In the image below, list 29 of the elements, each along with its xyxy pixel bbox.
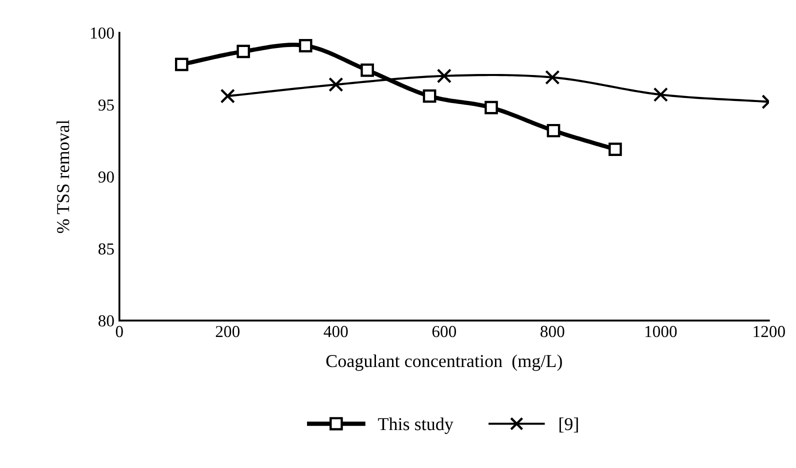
x-tick-label: 600 bbox=[432, 326, 456, 338]
point bbox=[174, 58, 188, 72]
point bbox=[608, 142, 622, 156]
point bbox=[546, 124, 560, 138]
point bbox=[422, 89, 436, 103]
x-tick-label: 200 bbox=[216, 326, 240, 338]
point bbox=[436, 68, 452, 84]
x-tick-label: 1200 bbox=[754, 326, 785, 338]
point bbox=[298, 39, 312, 52]
point bbox=[220, 88, 236, 104]
x-tick-label: 800 bbox=[540, 326, 564, 338]
legend-label: This study bbox=[378, 418, 454, 434]
y-tick-label: 85 bbox=[98, 243, 114, 255]
point bbox=[545, 70, 560, 85]
x-axis-title: Coagulant concentration (mg/L) bbox=[326, 354, 562, 371]
point bbox=[360, 64, 374, 77]
y-tick-label: 95 bbox=[98, 99, 114, 111]
point bbox=[328, 77, 344, 92]
point bbox=[653, 87, 668, 102]
y-axis-title: % TSS removal bbox=[56, 120, 70, 234]
point bbox=[484, 100, 498, 114]
x-tick-label: 1000 bbox=[645, 326, 677, 338]
y-tick-label: 80 bbox=[98, 315, 114, 327]
y-tick-label: 90 bbox=[98, 171, 114, 183]
x-tick-label: 400 bbox=[324, 326, 348, 338]
point bbox=[236, 44, 250, 58]
x-tick-label: 0 bbox=[116, 326, 123, 338]
y-tick-label: 100 bbox=[91, 27, 114, 39]
legend-label: [9] bbox=[560, 418, 578, 432]
